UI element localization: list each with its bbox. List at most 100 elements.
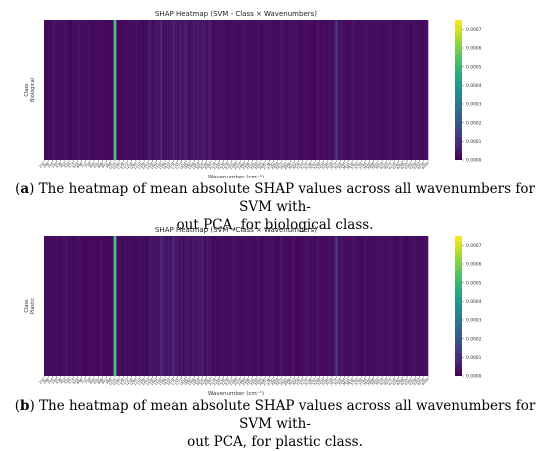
x-tick-label: 2092	[204, 161, 213, 170]
x-tick-label: 1678	[166, 377, 175, 386]
heatmap-cell	[142, 20, 145, 160]
x-tick-label: 2138	[208, 377, 217, 386]
heatmap-cell	[312, 20, 315, 160]
x-tick-label: 4438	[417, 161, 426, 170]
heatmap-cell	[198, 236, 200, 376]
heatmap-cell	[92, 236, 94, 376]
heatmap-cell	[154, 20, 156, 160]
x-tick-label: 2966	[283, 377, 292, 386]
heatmap-cell	[105, 236, 107, 376]
heatmap-cell	[278, 236, 280, 376]
heatmap-cell	[207, 236, 209, 376]
heatmap-cell	[224, 236, 226, 376]
heatmap-cell	[308, 236, 311, 376]
heatmap-cell	[198, 20, 200, 160]
heatmap-chart-plastic: SHAP Heatmap (SVM - Class × Wavenumbers)…	[24, 226, 482, 397]
heatmap-cell	[134, 20, 136, 160]
heatmap-cell	[176, 236, 178, 376]
x-tick-label: 436	[55, 161, 62, 168]
heatmap-cell	[207, 20, 209, 160]
heatmap-cell	[50, 20, 52, 160]
heatmap-cell	[351, 20, 353, 160]
heatmap-cell	[116, 20, 119, 160]
heatmap-cell	[90, 20, 92, 160]
colorbar-tick-label: 0.0002	[466, 336, 482, 342]
heatmap-cell	[94, 236, 97, 376]
heatmap-cell	[285, 236, 288, 376]
heatmap-cell	[127, 20, 129, 160]
heatmap-cell	[65, 236, 67, 376]
x-tick-label: 4208	[396, 161, 405, 170]
x-tick-label: 3518	[333, 161, 342, 170]
heatmap-cell	[59, 20, 61, 160]
heatmap-cell	[307, 20, 309, 160]
heatmap-cell	[45, 20, 48, 160]
heatmap-cell	[399, 236, 401, 376]
heatmap-cell	[201, 236, 203, 376]
x-tick-label: 1494	[149, 161, 158, 170]
x-tick-label: 1816	[179, 161, 188, 170]
x-tick-label: 1448	[145, 161, 154, 170]
heatmap-cell	[409, 20, 412, 160]
heatmap-cell	[408, 236, 411, 376]
heatmap-cell	[298, 236, 300, 376]
x-tick-label: 3702	[350, 161, 359, 170]
heatmap-cell	[355, 236, 357, 376]
heatmap-cell	[217, 20, 220, 160]
heatmap-cell	[332, 236, 334, 376]
heatmap-cell	[304, 20, 306, 160]
heatmap-cell	[56, 236, 58, 376]
heatmap-cell	[344, 20, 346, 160]
heatmap-cell	[356, 236, 358, 376]
heatmap-cell	[86, 20, 88, 160]
heatmap-cell	[377, 20, 379, 160]
x-axis-label: Wavenumber (cm⁻¹)	[208, 174, 264, 178]
x-tick-label: 1448	[145, 377, 154, 386]
heatmap-cell	[60, 20, 62, 160]
x-tick-label: 4070	[383, 377, 392, 386]
heatmap-cell	[190, 20, 193, 160]
heatmap-cell	[390, 236, 392, 376]
heatmap-cell	[182, 20, 184, 160]
heatmap-cell	[420, 20, 422, 160]
x-tick-label: 1310	[133, 161, 142, 170]
heatmap-cell	[330, 20, 332, 160]
heatmap-cell	[181, 236, 183, 376]
heatmap-cell	[290, 236, 292, 376]
heatmap-cell	[176, 20, 178, 160]
heatmap-cell	[148, 20, 150, 160]
heatmap-cell	[195, 236, 197, 376]
heatmap-cell	[397, 236, 399, 376]
heatmap-cell	[299, 236, 301, 376]
x-tick-label: 1908	[187, 377, 196, 386]
heatmap-cell	[366, 20, 368, 160]
heatmap-cell	[140, 236, 143, 376]
heatmap-cell	[325, 236, 327, 376]
heatmap-cell	[343, 236, 345, 376]
heatmap-cell	[214, 20, 217, 160]
heatmap-cell	[212, 236, 214, 376]
heatmap-cell	[163, 20, 165, 160]
heatmap-cell	[407, 20, 410, 160]
heatmap-cell	[260, 20, 263, 160]
heatmap-cell	[330, 236, 332, 376]
x-tick-label: 3426	[325, 161, 334, 170]
heatmap-cell	[400, 20, 402, 160]
heatmap-cell	[250, 236, 252, 376]
x-tick-label: 2460	[237, 161, 246, 170]
heatmap-cell	[231, 236, 233, 376]
heatmap-cell	[260, 236, 263, 376]
heatmap-cell	[150, 20, 152, 160]
heatmap-cell	[407, 236, 410, 376]
heatmap-cell	[359, 20, 362, 160]
heatmap-cell	[328, 20, 330, 160]
x-tick-label: 804	[88, 377, 95, 384]
x-tick-label: 4024	[379, 161, 388, 170]
heatmap-cell	[251, 236, 253, 376]
heatmap-cell	[275, 20, 277, 160]
heatmap-cell	[112, 236, 114, 376]
heatmap-cell	[218, 236, 220, 376]
heatmap-cell	[414, 236, 416, 376]
heatmap-cell	[100, 236, 102, 376]
heatmap-cell	[201, 20, 203, 160]
